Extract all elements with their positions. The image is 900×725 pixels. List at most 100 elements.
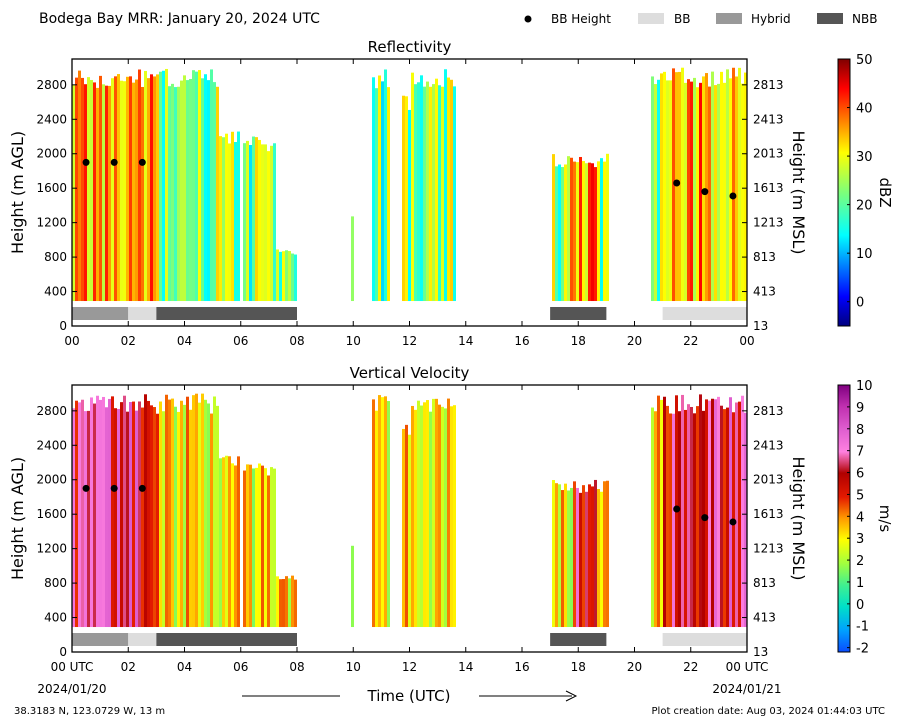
heatmap-column: [441, 86, 444, 302]
y-tick-label: 1200: [36, 216, 67, 230]
legend-patch-hybrid: [716, 13, 742, 24]
heatmap-column: [138, 401, 141, 628]
colorbar-tick-label: 9: [856, 401, 864, 416]
heatmap-column: [126, 76, 129, 302]
heatmap-column: [243, 470, 246, 628]
heatmap-column: [588, 484, 591, 628]
heatmap-column: [291, 253, 294, 302]
heatmap-column: [444, 69, 447, 302]
heatmap-column: [219, 136, 222, 302]
heatmap-column: [87, 77, 90, 302]
heatmap-column: [285, 250, 288, 302]
heatmap-column: [699, 394, 702, 628]
x-tick-label: 02: [121, 334, 136, 348]
colorbar-tick-label: 6: [856, 467, 864, 482]
heatmap-column: [555, 166, 558, 302]
heatmap-column: [186, 396, 189, 628]
heatmap-column: [600, 491, 603, 628]
heatmap-column: [453, 405, 456, 628]
heatmap-column: [429, 411, 432, 628]
bb-height-point: [110, 158, 118, 166]
heatmap-column: [606, 153, 609, 302]
heatmap-column: [591, 163, 594, 302]
heatmap-column: [144, 70, 147, 302]
heatmap-column: [381, 81, 384, 302]
heatmap-column: [384, 396, 387, 628]
heatmap-column: [144, 394, 147, 628]
heatmap-column: [717, 396, 720, 628]
heatmap-column: [207, 403, 210, 628]
y-tick-label: 2800: [36, 78, 67, 92]
heatmap-column: [720, 71, 723, 302]
x-tick-label: 16: [514, 660, 529, 674]
heatmap-column: [282, 579, 285, 628]
heatmap-column: [552, 154, 555, 302]
heatmap-column: [150, 74, 153, 302]
heatmap-column: [252, 136, 255, 302]
colorbar-label: m/s: [876, 505, 894, 533]
heatmap-column: [711, 71, 714, 302]
heatmap-column: [576, 487, 579, 628]
heatmap-field: [72, 67, 747, 302]
heatmap-column: [723, 82, 726, 302]
heatmap-column: [678, 71, 681, 302]
panel-title: Vertical Velocity: [350, 364, 470, 382]
precip-type-bb: [128, 307, 157, 320]
heatmap-column: [279, 251, 282, 302]
heatmap-column: [246, 140, 249, 302]
heatmap-column: [210, 69, 213, 302]
x-date-end: 2024/01/21: [712, 682, 781, 696]
heatmap-column: [558, 164, 561, 302]
heatmap-column: [294, 579, 297, 628]
y-tick-label: 0: [59, 319, 67, 333]
heatmap-column: [591, 486, 594, 628]
heatmap-column: [594, 479, 597, 628]
heatmap-column: [426, 400, 429, 628]
heatmap-column: [159, 401, 162, 628]
colorbar-tick-label: 5: [856, 488, 864, 503]
y-axis-label: Height (m AGL): [8, 131, 27, 254]
heatmap-column: [720, 405, 723, 628]
heatmap-column: [426, 81, 429, 302]
x-tick-label: 00 UTC: [726, 660, 769, 674]
heatmap-column: [156, 74, 159, 302]
x-tick-label: 00: [739, 334, 754, 348]
time-axis-title: Time (UTC): [242, 687, 578, 705]
heatmap-column: [114, 76, 117, 302]
heatmap-column: [105, 85, 108, 302]
heatmap-column: [657, 79, 660, 302]
precip-type-bb: [662, 633, 747, 646]
heatmap-column: [180, 80, 183, 302]
legend: BB Height BB Hybrid NBB: [524, 12, 877, 26]
colorbar-tick-label: 10: [856, 379, 873, 394]
heatmap-column: [432, 84, 435, 302]
y-tick-label: 800: [44, 576, 67, 590]
heatmap-column: [678, 411, 681, 628]
heatmap-column: [681, 67, 684, 302]
heatmap-column: [597, 161, 600, 302]
heatmap-column: [216, 86, 219, 302]
heatmap-column: [567, 490, 570, 628]
heatmap-column: [186, 80, 189, 302]
precip-type-nbb: [550, 633, 607, 646]
heatmap-column: [183, 404, 186, 628]
page-title: Bodega Bay MRR: January 20, 2024 UTC: [39, 11, 320, 27]
heatmap-column: [687, 79, 690, 302]
heatmap-column: [129, 76, 132, 302]
precip-type-hybrid: [72, 633, 129, 646]
heatmap-column: [387, 87, 390, 302]
heatmap-column: [672, 68, 675, 302]
heatmap-column: [150, 405, 153, 628]
heatmap-column: [450, 79, 453, 302]
heatmap-column: [117, 408, 120, 628]
heatmap-column: [132, 82, 135, 302]
precip-type-hybrid: [72, 307, 129, 320]
y2-tick-label: 2813: [753, 78, 784, 92]
location-text: 38.3183 N, 123.0729 W, 13 m: [14, 706, 165, 717]
heatmap-column: [402, 95, 405, 302]
y2-tick-label: 1213: [753, 542, 784, 556]
heatmap-column: [270, 145, 273, 302]
heatmap-column: [201, 78, 204, 302]
